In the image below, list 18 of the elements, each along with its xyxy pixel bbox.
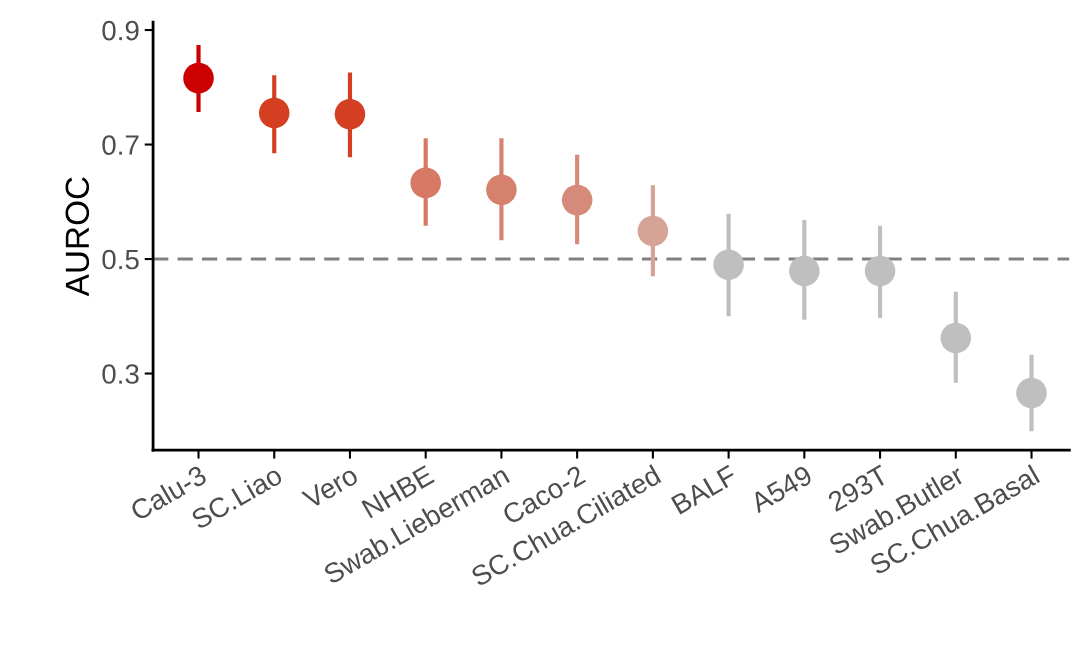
point [183, 62, 214, 94]
point [486, 174, 517, 206]
y-tick-label: 0.7 [102, 135, 139, 155]
point [789, 255, 820, 287]
point [410, 167, 441, 199]
y-axis-title: AUROC [65, 177, 90, 297]
point [561, 184, 593, 216]
x-tick-label: A549 [748, 464, 814, 514]
point [864, 255, 896, 287]
point [713, 249, 744, 281]
point [637, 215, 669, 247]
point [258, 97, 290, 129]
point [940, 322, 972, 354]
point [1016, 377, 1047, 409]
y-tick-label: 0.3 [102, 364, 139, 384]
y-tick-label: 0.5 [102, 249, 139, 270]
point [334, 98, 366, 130]
y-tick-label: 0.9 [102, 20, 139, 41]
